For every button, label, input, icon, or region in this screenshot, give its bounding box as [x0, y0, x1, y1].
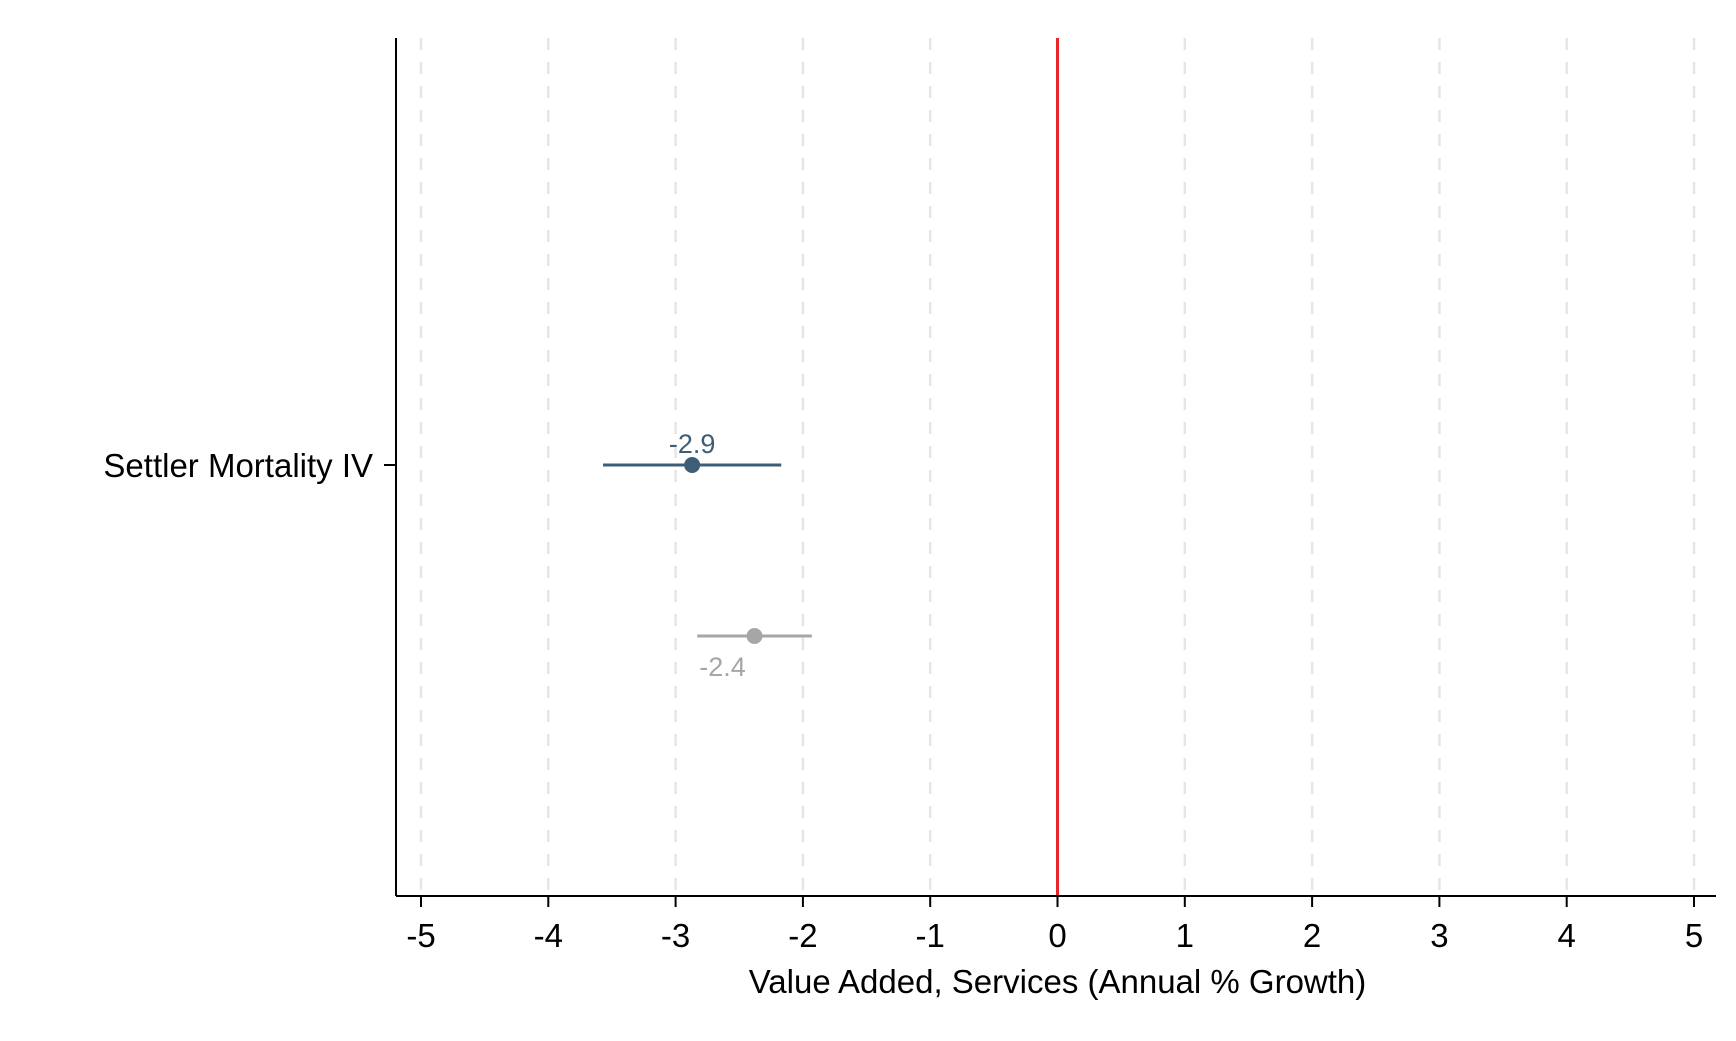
point-estimate — [684, 457, 701, 473]
estimate-group: -2.9 — [603, 429, 782, 473]
x-tick-label: -4 — [534, 917, 563, 954]
x-tick-label: 3 — [1430, 917, 1448, 954]
x-tick-label: 4 — [1558, 917, 1576, 954]
x-tick-label: -3 — [661, 917, 690, 954]
x-tick-label: 1 — [1176, 917, 1194, 954]
point-estimate — [746, 628, 763, 644]
x-tick-label: -2 — [788, 917, 817, 954]
estimate-label: -2.9 — [669, 429, 716, 459]
x-tick-label: -5 — [406, 917, 435, 954]
y-category-label: Settler Mortality IV — [103, 447, 373, 484]
estimates: -2.9 -2.4 — [603, 429, 812, 682]
estimate-group: -2.4 — [697, 628, 812, 682]
x-tick-label: 2 — [1303, 917, 1321, 954]
x-ticks: -5 -4 -3 -2 -1 0 1 2 3 4 5 — [406, 896, 1703, 954]
x-tick-label: 5 — [1685, 917, 1703, 954]
x-tick-label: 0 — [1048, 917, 1066, 954]
estimate-label: -2.4 — [699, 652, 746, 682]
x-axis-title: Value Added, Services (Annual % Growth) — [749, 963, 1367, 1000]
axes — [395, 38, 1716, 897]
y-categories: Settler Mortality IV — [103, 447, 396, 484]
x-tick-label: -1 — [916, 917, 945, 954]
